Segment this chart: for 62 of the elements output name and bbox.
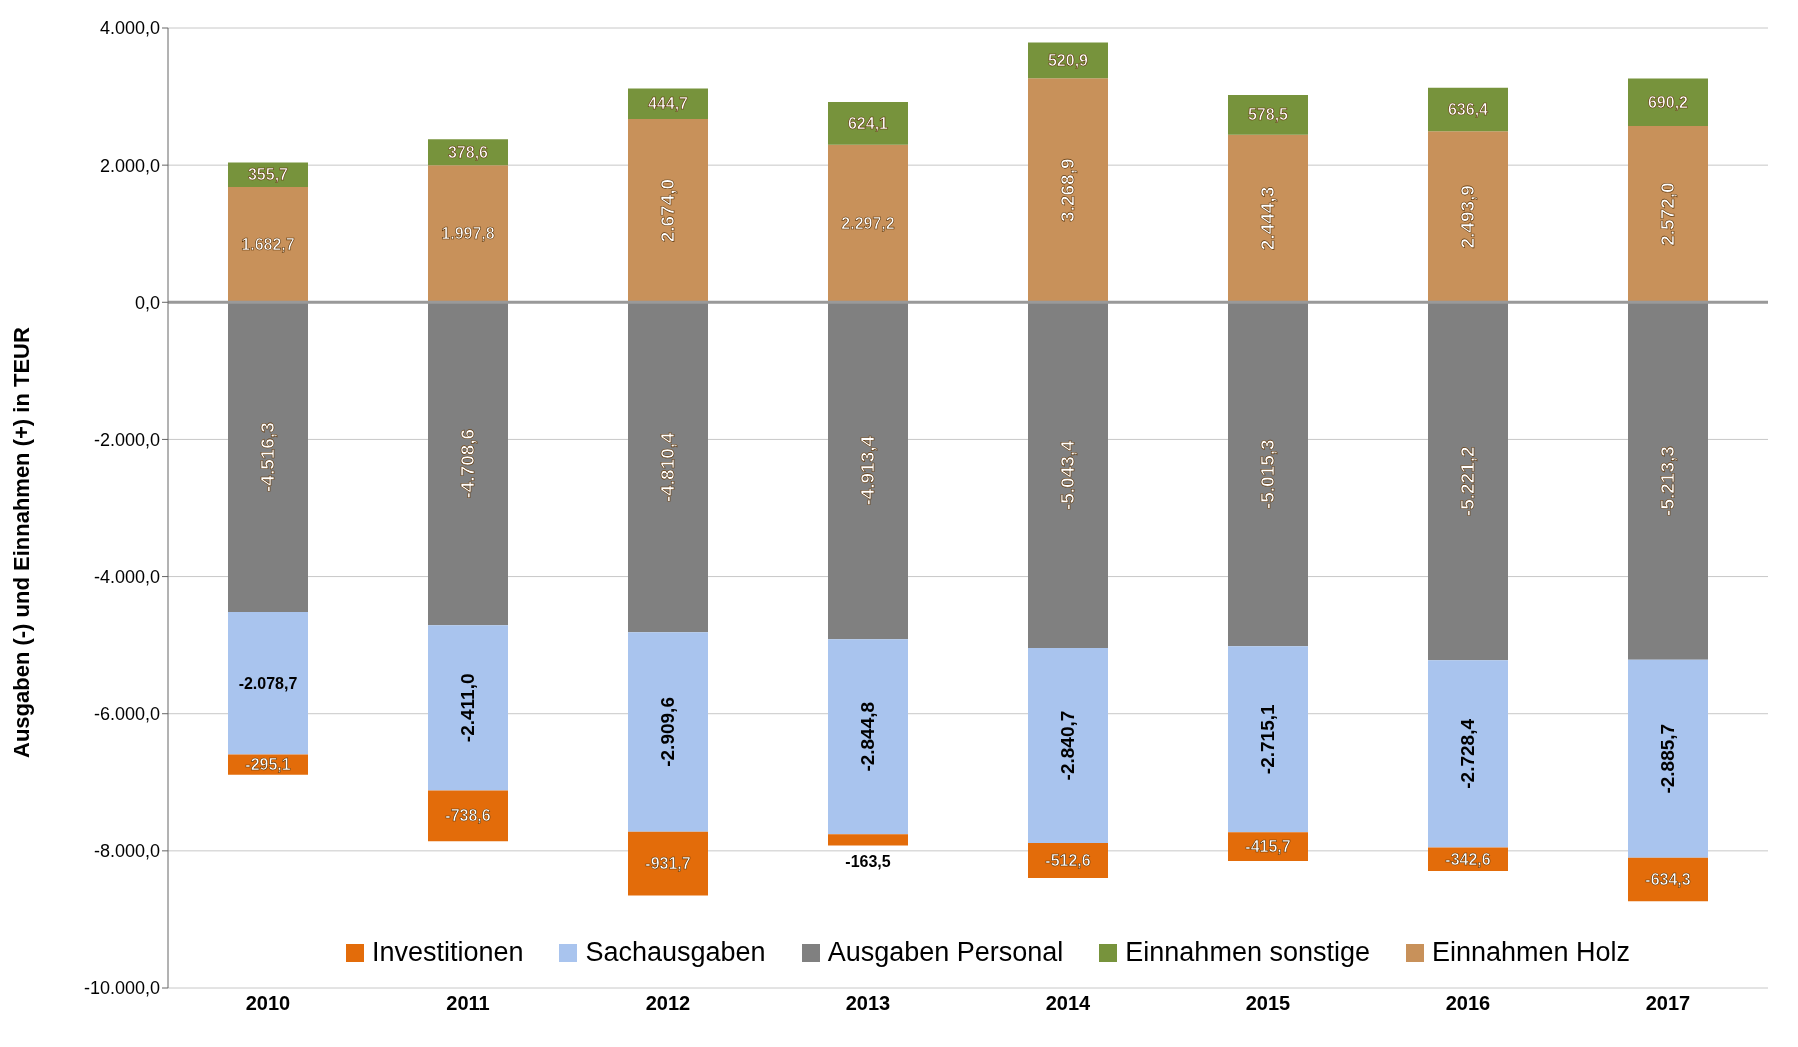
data-label: -931,7 — [645, 855, 691, 873]
data-label: -4.516,3 — [257, 422, 279, 492]
y-tick-label: -4.000,0 — [93, 566, 160, 587]
x-tick-label: 2012 — [645, 992, 691, 1015]
data-label: 520,9 — [1047, 51, 1089, 69]
data-label: -634,3 — [1645, 870, 1691, 888]
data-label: 2.297,2 — [841, 215, 895, 233]
data-label: -738,6 — [445, 807, 491, 825]
data-label: 1.682,7 — [241, 236, 295, 254]
data-label: -2.728,4 — [1457, 718, 1479, 789]
data-label: -163,5 — [845, 852, 891, 870]
legend-label: Einnahmen sonstige — [1124, 937, 1370, 968]
data-label: -4.810,4 — [657, 431, 679, 503]
y-tick-label: 2.000,0 — [99, 155, 160, 176]
data-label: 3.268,9 — [1057, 158, 1079, 222]
data-label: 378,6 — [447, 143, 489, 161]
legend-label: Einnahmen Holz — [1431, 937, 1631, 968]
x-tick-label: 2014 — [1045, 992, 1092, 1015]
data-label: -2.715,1 — [1257, 704, 1279, 775]
data-label: -5.043,4 — [1057, 439, 1079, 511]
legend-label: Ausgaben Personal — [826, 937, 1064, 968]
legend-label: Investitionen — [370, 937, 524, 968]
y-axis-title: Ausgaben (-) und Einnahmen (+) in TEUR — [8, 327, 34, 758]
data-label: 2.444,3 — [1257, 186, 1279, 251]
data-label: 2.572,0 — [1657, 182, 1679, 246]
data-label: 690,2 — [1647, 93, 1689, 111]
y-tick-label: -10.000,0 — [83, 978, 160, 999]
data-label: 2.674,0 — [657, 178, 679, 243]
data-label: -2.078,7 — [238, 674, 298, 692]
data-label: -2.840,7 — [1057, 710, 1079, 781]
data-label: 444,7 — [647, 95, 689, 113]
data-label: 355,7 — [247, 166, 289, 184]
data-label: -2.885,7 — [1657, 723, 1679, 794]
legend-label: Sachausgaben — [584, 937, 766, 968]
data-label: -4.913,4 — [857, 435, 879, 506]
data-label: 624,1 — [847, 114, 889, 132]
data-label: -5.221,2 — [1457, 446, 1479, 517]
x-tick-label: 2016 — [1445, 992, 1491, 1015]
data-label: -415,7 — [1245, 838, 1291, 856]
y-tick-label: -2.000,0 — [93, 429, 160, 450]
y-tick-label: 4.000,0 — [99, 18, 160, 39]
data-label: -295,1 — [245, 756, 291, 774]
data-label: -4.708,6 — [457, 428, 479, 499]
x-tick-label: 2015 — [1245, 992, 1291, 1015]
x-tick-label: 2017 — [1645, 992, 1691, 1015]
data-label: -5.015,3 — [1257, 439, 1279, 510]
y-tick-label: -6.000,0 — [93, 704, 160, 725]
data-label: -512,6 — [1045, 851, 1091, 869]
data-label: -2.844,8 — [857, 701, 879, 772]
data-label: -2.411,0 — [457, 673, 479, 743]
x-tick-label: 2011 — [446, 992, 490, 1015]
data-label: -342,6 — [1445, 850, 1491, 868]
y-tick-label: 0,0 — [134, 292, 160, 313]
data-label: 2.493,9 — [1457, 185, 1479, 249]
data-label: 636,4 — [1447, 100, 1489, 118]
x-tick-label: 2013 — [845, 992, 891, 1015]
data-label: 578,5 — [1247, 106, 1289, 124]
x-tick-label: 2010 — [245, 992, 291, 1015]
data-label: -2.909,6 — [657, 697, 679, 767]
data-label: 1.997,8 — [441, 225, 495, 243]
y-tick-label: -8.000,0 — [93, 841, 160, 862]
data-label: -5.213,3 — [1657, 446, 1679, 516]
